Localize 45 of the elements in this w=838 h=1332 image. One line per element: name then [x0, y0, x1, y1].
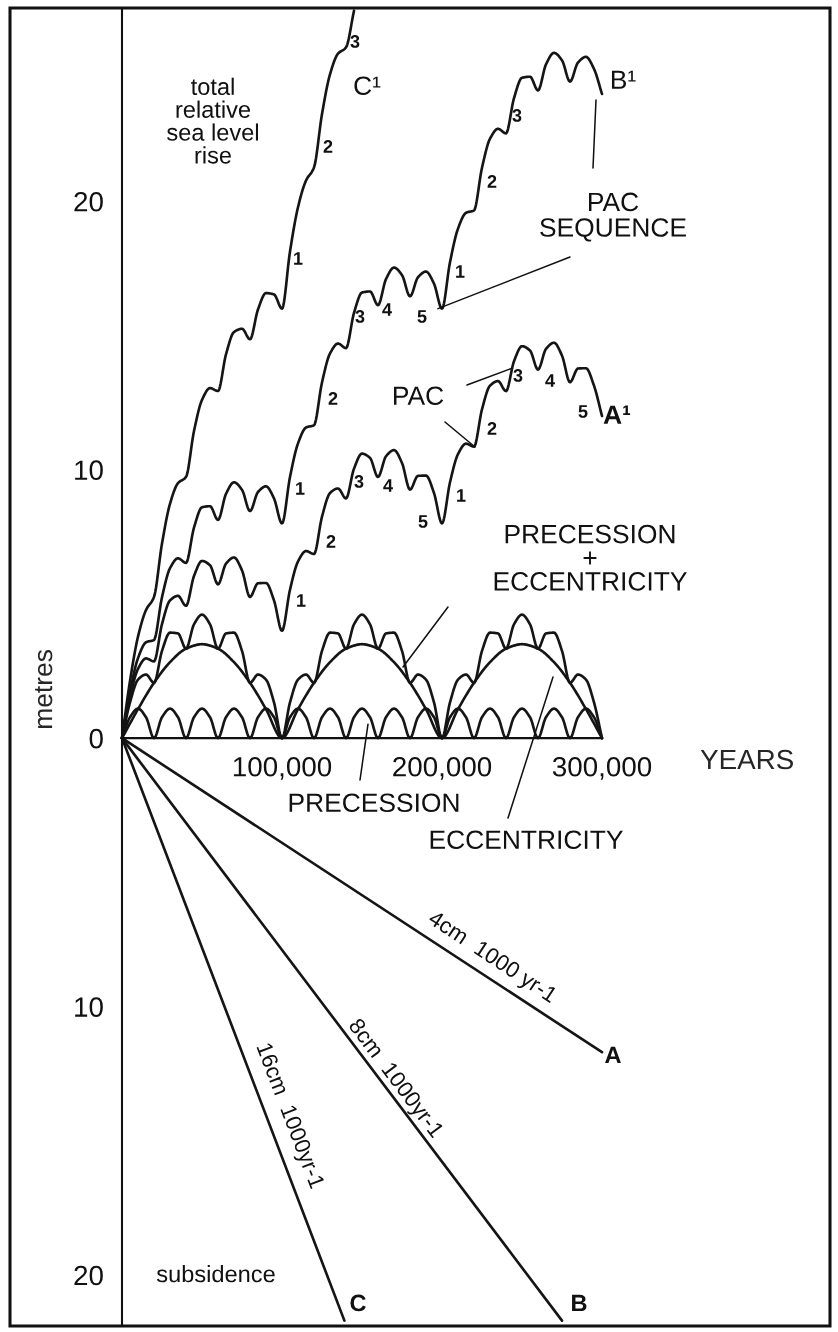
annotation: PAC	[394, 386, 444, 406]
annotation: 5	[417, 310, 427, 323]
annotation: ECCENTRICITY	[430, 830, 623, 850]
annotation: B¹	[611, 70, 636, 89]
annotation: subsidence	[156, 1264, 275, 1283]
annotation: 3	[355, 310, 365, 323]
annotation: A¹	[603, 405, 631, 424]
x-tick-label: 300,000	[552, 756, 652, 780]
annotation: 1	[294, 252, 303, 265]
annotation: 2	[328, 392, 338, 405]
y-tick-label: 0	[89, 728, 103, 749]
annotation: 1	[297, 594, 306, 607]
annotation: C	[350, 1294, 366, 1312]
y-tick-label: 20	[74, 1265, 103, 1286]
annotation: 2	[487, 422, 497, 435]
y-tick-label: 10	[75, 997, 103, 1017]
y-tick-label: 20	[74, 191, 103, 212]
annotation: 4cm 1000 yr-1	[424, 909, 559, 1007]
annotation: 2	[323, 140, 333, 153]
annotation: C¹	[354, 76, 381, 96]
annotation: 3	[354, 475, 364, 488]
annotation: 2	[326, 535, 336, 548]
annotation: 1	[456, 265, 465, 278]
x-axis-title: YEARS	[700, 749, 793, 770]
annotation: 5	[418, 515, 428, 528]
annotation: PAC SEQUENCE	[540, 192, 686, 242]
annotation: 3	[513, 369, 523, 382]
annotation: 4	[383, 479, 393, 492]
annotation: 3	[512, 109, 522, 122]
y-tick-label: 10	[75, 460, 103, 481]
annotation: 3	[350, 35, 360, 48]
annotation: total relative sea level rise	[167, 77, 259, 164]
annotation: 4	[382, 303, 392, 316]
x-tick-label: 100,000	[233, 756, 332, 780]
annotation: 4	[545, 374, 555, 387]
annotation: PRECESSION + ECCENTRICITY	[494, 524, 687, 591]
annotation: 2	[487, 175, 497, 188]
annotation: PRECESSION	[289, 793, 459, 813]
annotation: B	[572, 1294, 587, 1312]
annotation: 5	[578, 405, 588, 418]
annotation: 1	[457, 489, 466, 502]
annotation: 1	[296, 482, 305, 495]
y-axis-title: metres	[35, 650, 53, 728]
x-tick-label: 200,000	[393, 756, 492, 780]
annotation: A	[605, 1046, 621, 1064]
